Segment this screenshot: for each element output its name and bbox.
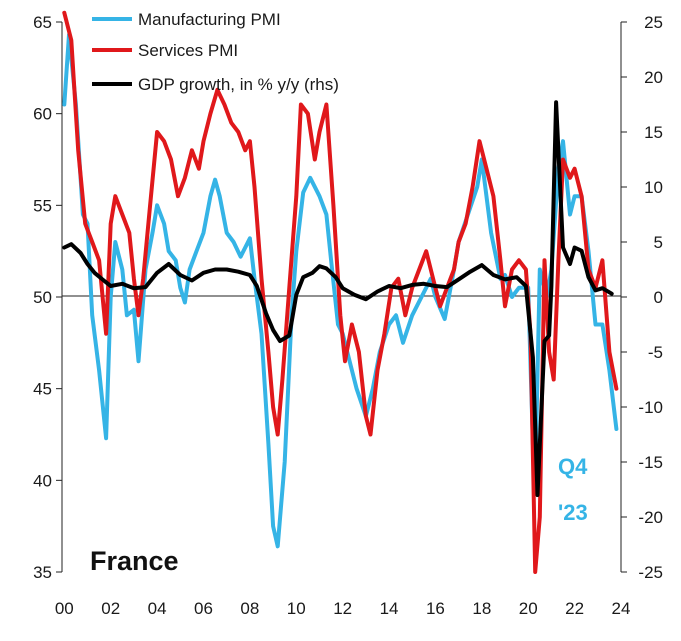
left-tick-label: 35 <box>33 563 52 582</box>
x-tick-label: 02 <box>101 599 120 618</box>
x-tick-label: 12 <box>333 599 352 618</box>
x-tick-label: 20 <box>519 599 538 618</box>
x-tick-label: 10 <box>287 599 306 618</box>
left-tick-label: 60 <box>33 105 52 124</box>
legend-item-gdp: GDP growth, in % y/y (rhs) <box>92 75 339 94</box>
right-tick-label: 5 <box>654 233 663 252</box>
right-tick-label: 0 <box>654 288 663 307</box>
x-tick-label: 16 <box>426 599 445 618</box>
x-tick-label: 14 <box>380 599 399 618</box>
x-tick-label: 22 <box>565 599 584 618</box>
right-tick-label: 15 <box>644 123 663 142</box>
right-tick-label: -5 <box>648 343 663 362</box>
right-tick-label: -25 <box>638 563 663 582</box>
x-tick-label: 24 <box>612 599 631 618</box>
legend: Manufacturing PMI Services PMI GDP growt… <box>92 10 339 94</box>
x-tick-label: 18 <box>472 599 491 618</box>
legend-item-manufacturing: Manufacturing PMI <box>92 10 281 29</box>
x-tick-label: 08 <box>240 599 259 618</box>
right-tick-label: 25 <box>644 13 663 32</box>
left-tick-label: 50 <box>33 288 52 307</box>
legend-label-manufacturing: Manufacturing PMI <box>138 10 281 29</box>
right-tick-label: -10 <box>638 398 663 417</box>
legend-label-gdp: GDP growth, in % y/y (rhs) <box>138 75 339 94</box>
legend-label-services: Services PMI <box>138 41 238 60</box>
series-line-services-pmi <box>62 10 619 574</box>
period-annotation-line-2: '23 <box>558 500 588 525</box>
x-tick-label: 06 <box>194 599 213 618</box>
right-tick-label: -15 <box>638 453 663 472</box>
period-annotation-line-1: Q4 <box>558 454 588 479</box>
x-tick-label: 04 <box>148 599 167 618</box>
chart-title: France <box>90 546 179 576</box>
right-tick-label: 20 <box>644 68 663 87</box>
x-tick-label: 00 <box>55 599 74 618</box>
legend-item-services: Services PMI <box>92 41 238 60</box>
ticks: 35 40 45 50 55 60 65 -25 -20 -15 -10 -5 0 5 10 15 20 25 00… <box>33 13 663 618</box>
series-layer <box>62 10 619 574</box>
left-tick-label: 45 <box>33 380 52 399</box>
left-tick-label: 55 <box>33 196 52 215</box>
series-line-gdp-growth <box>62 100 614 497</box>
left-tick-label: 40 <box>33 471 52 490</box>
right-tick-label: -20 <box>638 508 663 527</box>
right-tick-label: 10 <box>644 178 663 197</box>
left-tick-label: 65 <box>33 13 52 32</box>
